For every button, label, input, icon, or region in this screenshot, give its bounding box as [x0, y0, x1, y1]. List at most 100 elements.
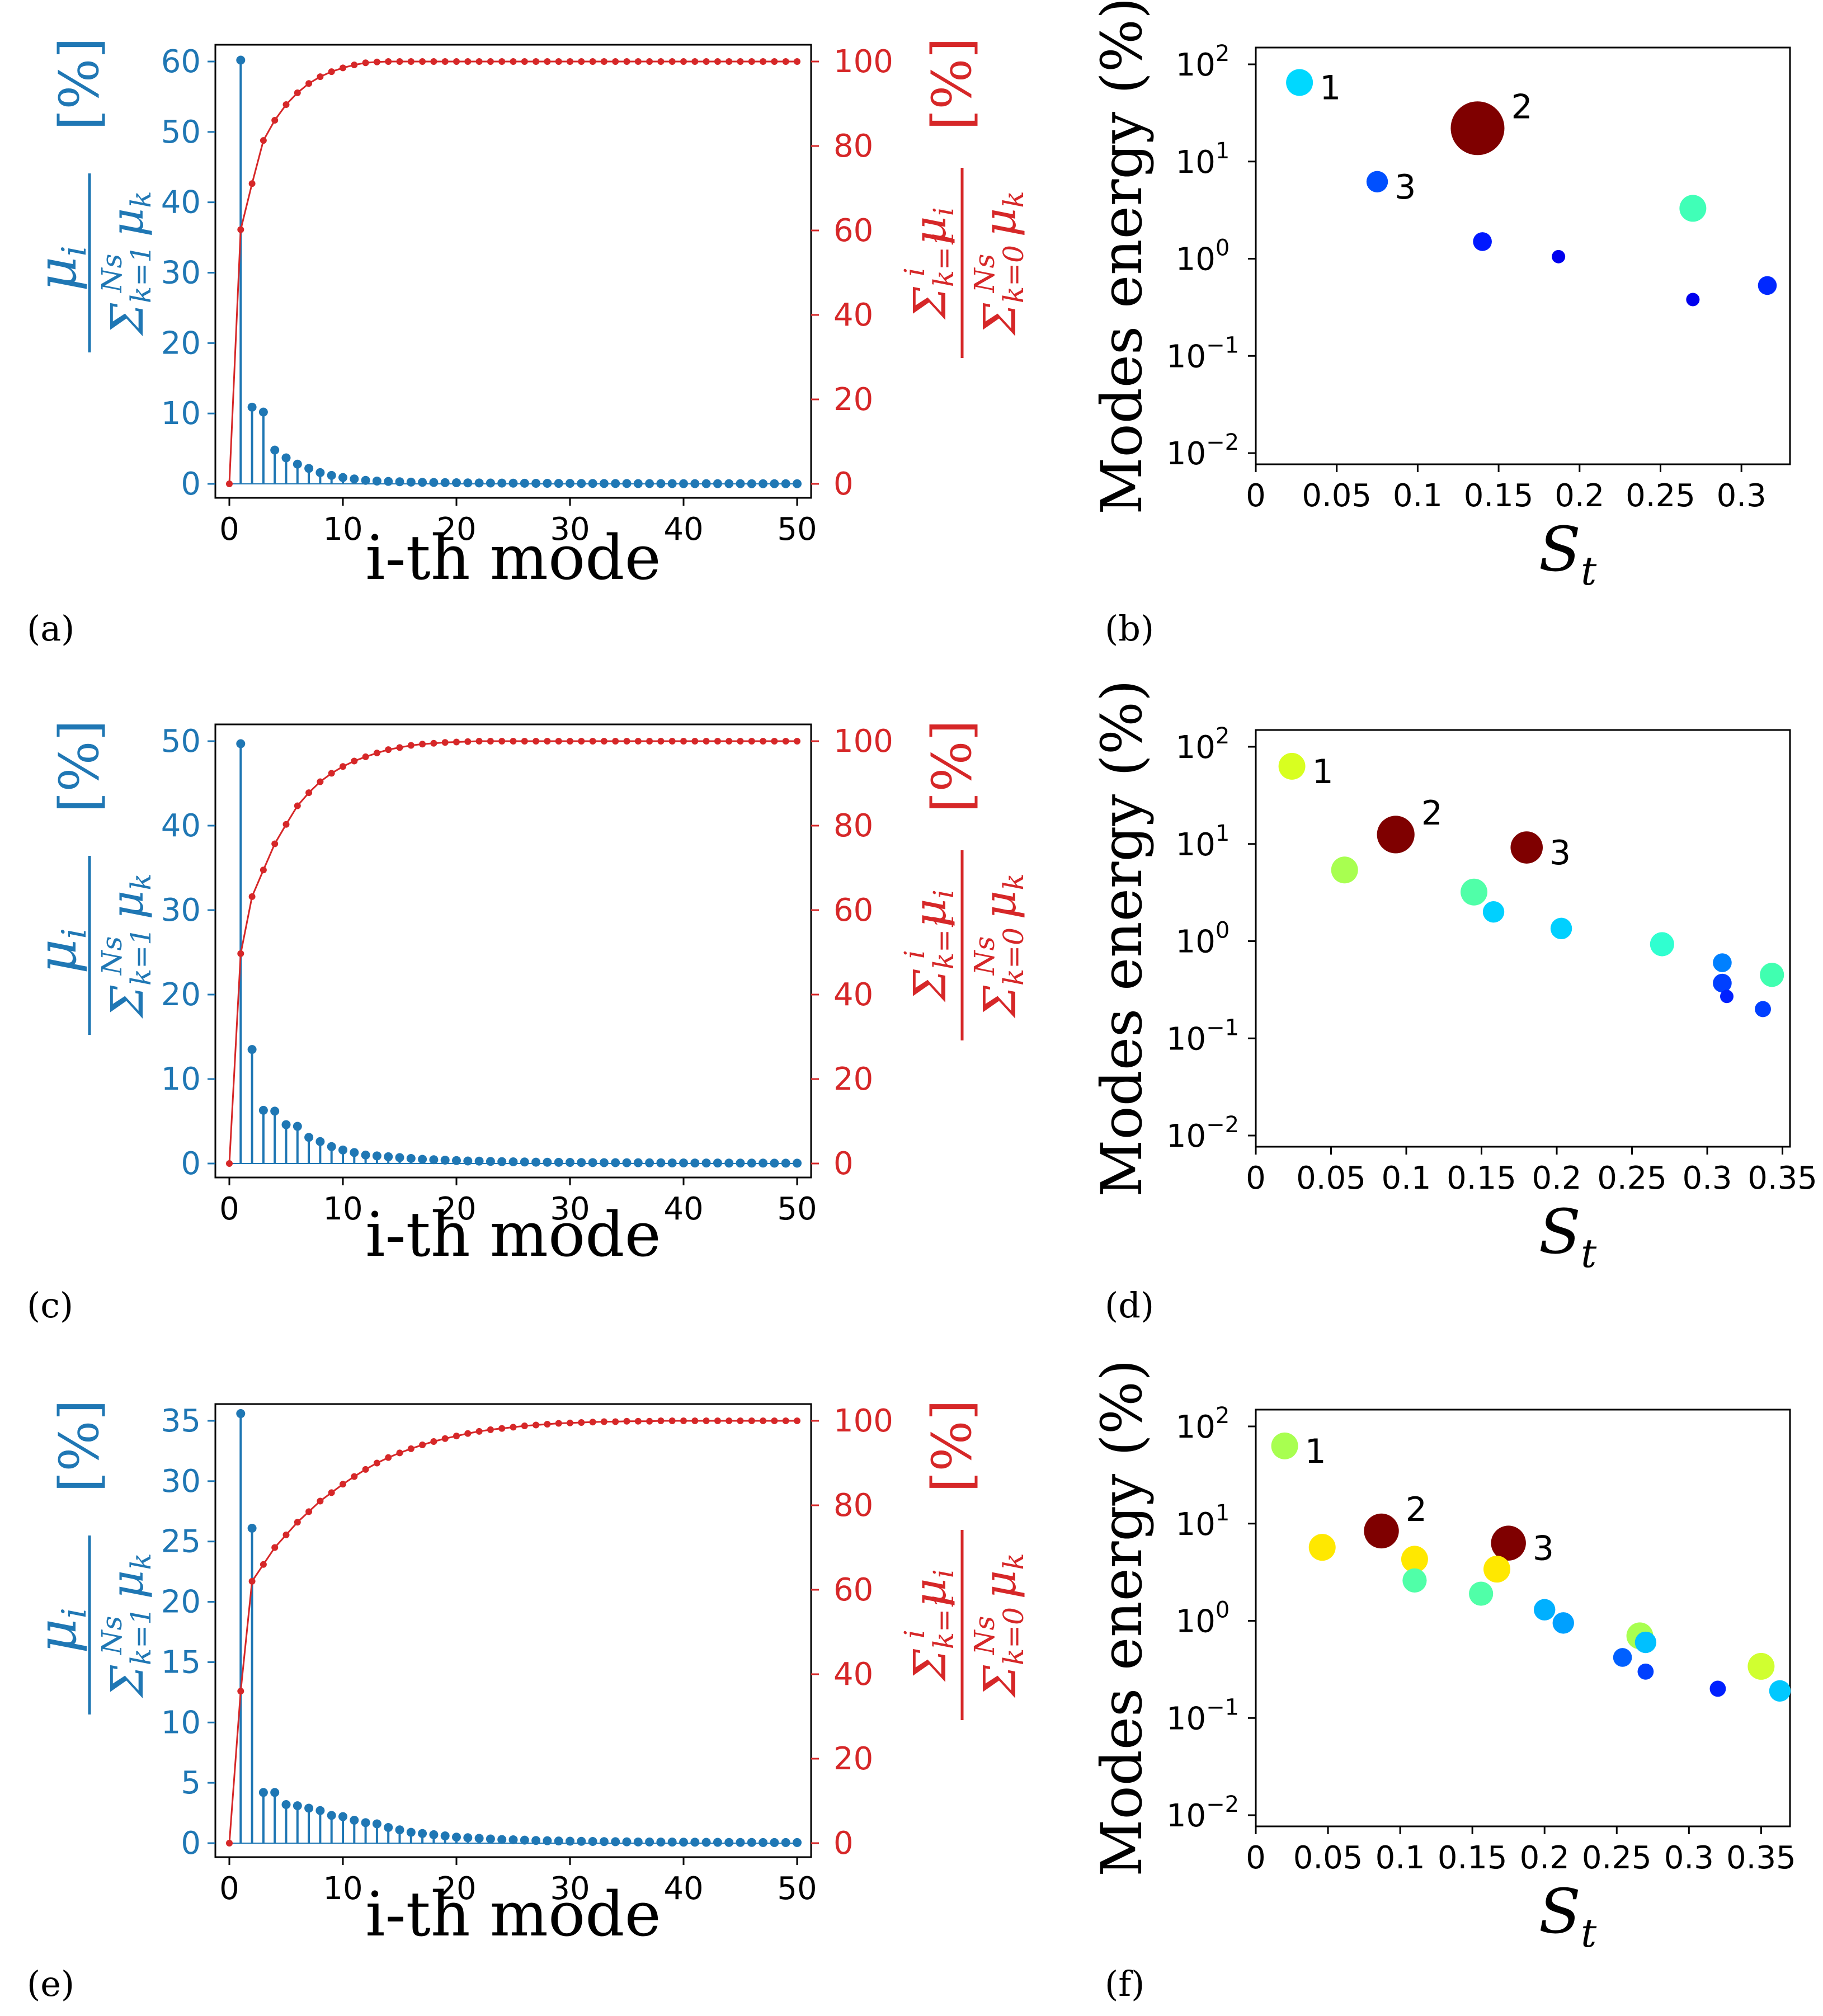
stem-marker — [633, 1837, 643, 1847]
left-y-tick-label: 0 — [181, 1825, 201, 1862]
y-tick-label: 102 — [1176, 41, 1230, 83]
cumulative-marker — [226, 481, 233, 487]
stem-marker — [622, 1158, 632, 1167]
left-y-numerator: μi — [26, 928, 94, 974]
scatter-point — [1401, 1546, 1428, 1573]
cumulative-marker — [282, 821, 290, 828]
stem-cumulative-chart-c: 0 10 20 30 40 50 0 10 20 30 40 50 0 20 40 60 80 100 i-th m… — [26, 720, 1030, 1326]
cumulative-marker — [771, 1417, 778, 1424]
cumulative-marker — [760, 1417, 767, 1424]
panel-label: (d) — [1105, 1285, 1154, 1326]
cumulative-marker — [771, 738, 778, 745]
cumulative-marker — [703, 58, 710, 65]
panel-label: (c) — [27, 1285, 73, 1326]
x-tick-label: 50 — [777, 511, 817, 548]
stem-marker — [554, 1836, 563, 1846]
left-y-tick-label: 5 — [181, 1765, 201, 1801]
left-y-denominator: Σk=1Nsμk — [96, 873, 157, 1019]
plot-frame — [1255, 1409, 1791, 1827]
scatter-point — [1461, 878, 1488, 906]
stem-marker — [543, 478, 552, 488]
cumulative-marker — [419, 58, 426, 65]
x-tick-label: 30 — [550, 511, 590, 548]
cumulative-marker — [646, 1417, 653, 1425]
plot-frame — [1255, 46, 1791, 465]
scatter-point — [1686, 293, 1700, 307]
stem-marker — [497, 1157, 507, 1166]
cumulative-marker — [510, 738, 517, 745]
stem-marker — [236, 55, 246, 65]
x-tick-label: 30 — [550, 1191, 590, 1227]
stem-marker — [543, 1836, 552, 1845]
cumulative-marker — [396, 1449, 403, 1457]
stem-marker — [327, 1811, 336, 1820]
stem-marker — [270, 1106, 280, 1116]
cumulative-marker — [248, 180, 256, 187]
stem-marker — [361, 1150, 370, 1160]
cumulative-marker — [691, 58, 699, 65]
panel-label: (b) — [1105, 608, 1154, 649]
cumulative-marker — [237, 950, 244, 957]
cumulative-marker — [487, 58, 494, 65]
cumulative-marker — [555, 1420, 562, 1427]
cumulative-marker — [396, 744, 403, 751]
cumulative-marker — [680, 58, 687, 65]
right-y-tick-label: 20 — [833, 381, 873, 418]
cumulative-marker — [794, 1417, 800, 1424]
right-y-numerator: Σk=1iμi — [898, 1569, 960, 1683]
cumulative-marker — [464, 1430, 472, 1437]
x-tick-label: 0.3 — [1717, 478, 1767, 514]
stem-marker — [440, 478, 450, 487]
mode-annotation-2: 2 — [1511, 87, 1532, 126]
stem-marker — [508, 1835, 518, 1844]
cumulative-marker — [351, 62, 358, 69]
left-y-tick-label: 0 — [181, 1146, 201, 1182]
stem-marker — [361, 475, 370, 485]
cumulative-marker — [703, 1417, 710, 1424]
cumulative-marker — [362, 753, 369, 760]
cumulative-marker — [340, 1481, 346, 1488]
stem-marker — [350, 1816, 359, 1825]
left-y-tick-label: 50 — [161, 723, 201, 760]
cumulative-marker — [691, 1417, 699, 1424]
stem-marker — [327, 470, 336, 480]
scatter-point — [1755, 1001, 1771, 1018]
cumulative-marker — [668, 738, 676, 745]
left-y-tick-label: 30 — [161, 892, 201, 929]
stem-marker — [418, 478, 427, 487]
stem-marker — [429, 1155, 439, 1165]
cumulative-marker — [441, 739, 449, 746]
left-y-tick-label: 20 — [161, 325, 201, 361]
x-axis-label: i-th mode — [365, 1878, 661, 1950]
stem-marker — [338, 1145, 347, 1155]
right-y-tick-label: 0 — [833, 1825, 854, 1862]
x-tick-label: 50 — [777, 1871, 817, 1907]
cumulative-marker — [271, 840, 279, 847]
cumulative-marker — [271, 116, 279, 124]
cumulative-marker — [567, 58, 573, 65]
cumulative-marker — [317, 73, 324, 81]
x-tick-label: 0 — [1246, 1840, 1266, 1876]
stem-marker — [577, 1836, 586, 1846]
cumulative-marker — [340, 64, 346, 72]
cumulative-marker — [271, 1544, 279, 1551]
stem-marker — [452, 1156, 461, 1165]
cumulative-marker — [453, 1433, 460, 1440]
x-tick-label: 0 — [219, 1871, 239, 1907]
cumulative-marker — [680, 738, 687, 745]
plot-frame — [214, 44, 812, 499]
stem-marker — [440, 1831, 450, 1841]
right-y-tick-label: 20 — [833, 1741, 873, 1777]
scatter-point — [1308, 1534, 1336, 1561]
left-y-tick-label: 30 — [161, 255, 201, 291]
stem-marker — [463, 478, 473, 488]
x-tick-label: 10 — [323, 1871, 362, 1907]
cumulative-marker — [441, 58, 449, 65]
cumulative-marker — [567, 738, 573, 745]
stem-marker — [508, 1157, 518, 1166]
scatter-point — [1366, 171, 1388, 193]
cumulative-line — [228, 1420, 797, 1844]
right-y-numerator: Σk=1iμi — [898, 889, 960, 1003]
cumulative-marker — [533, 58, 540, 65]
cumulative-marker — [623, 738, 630, 745]
